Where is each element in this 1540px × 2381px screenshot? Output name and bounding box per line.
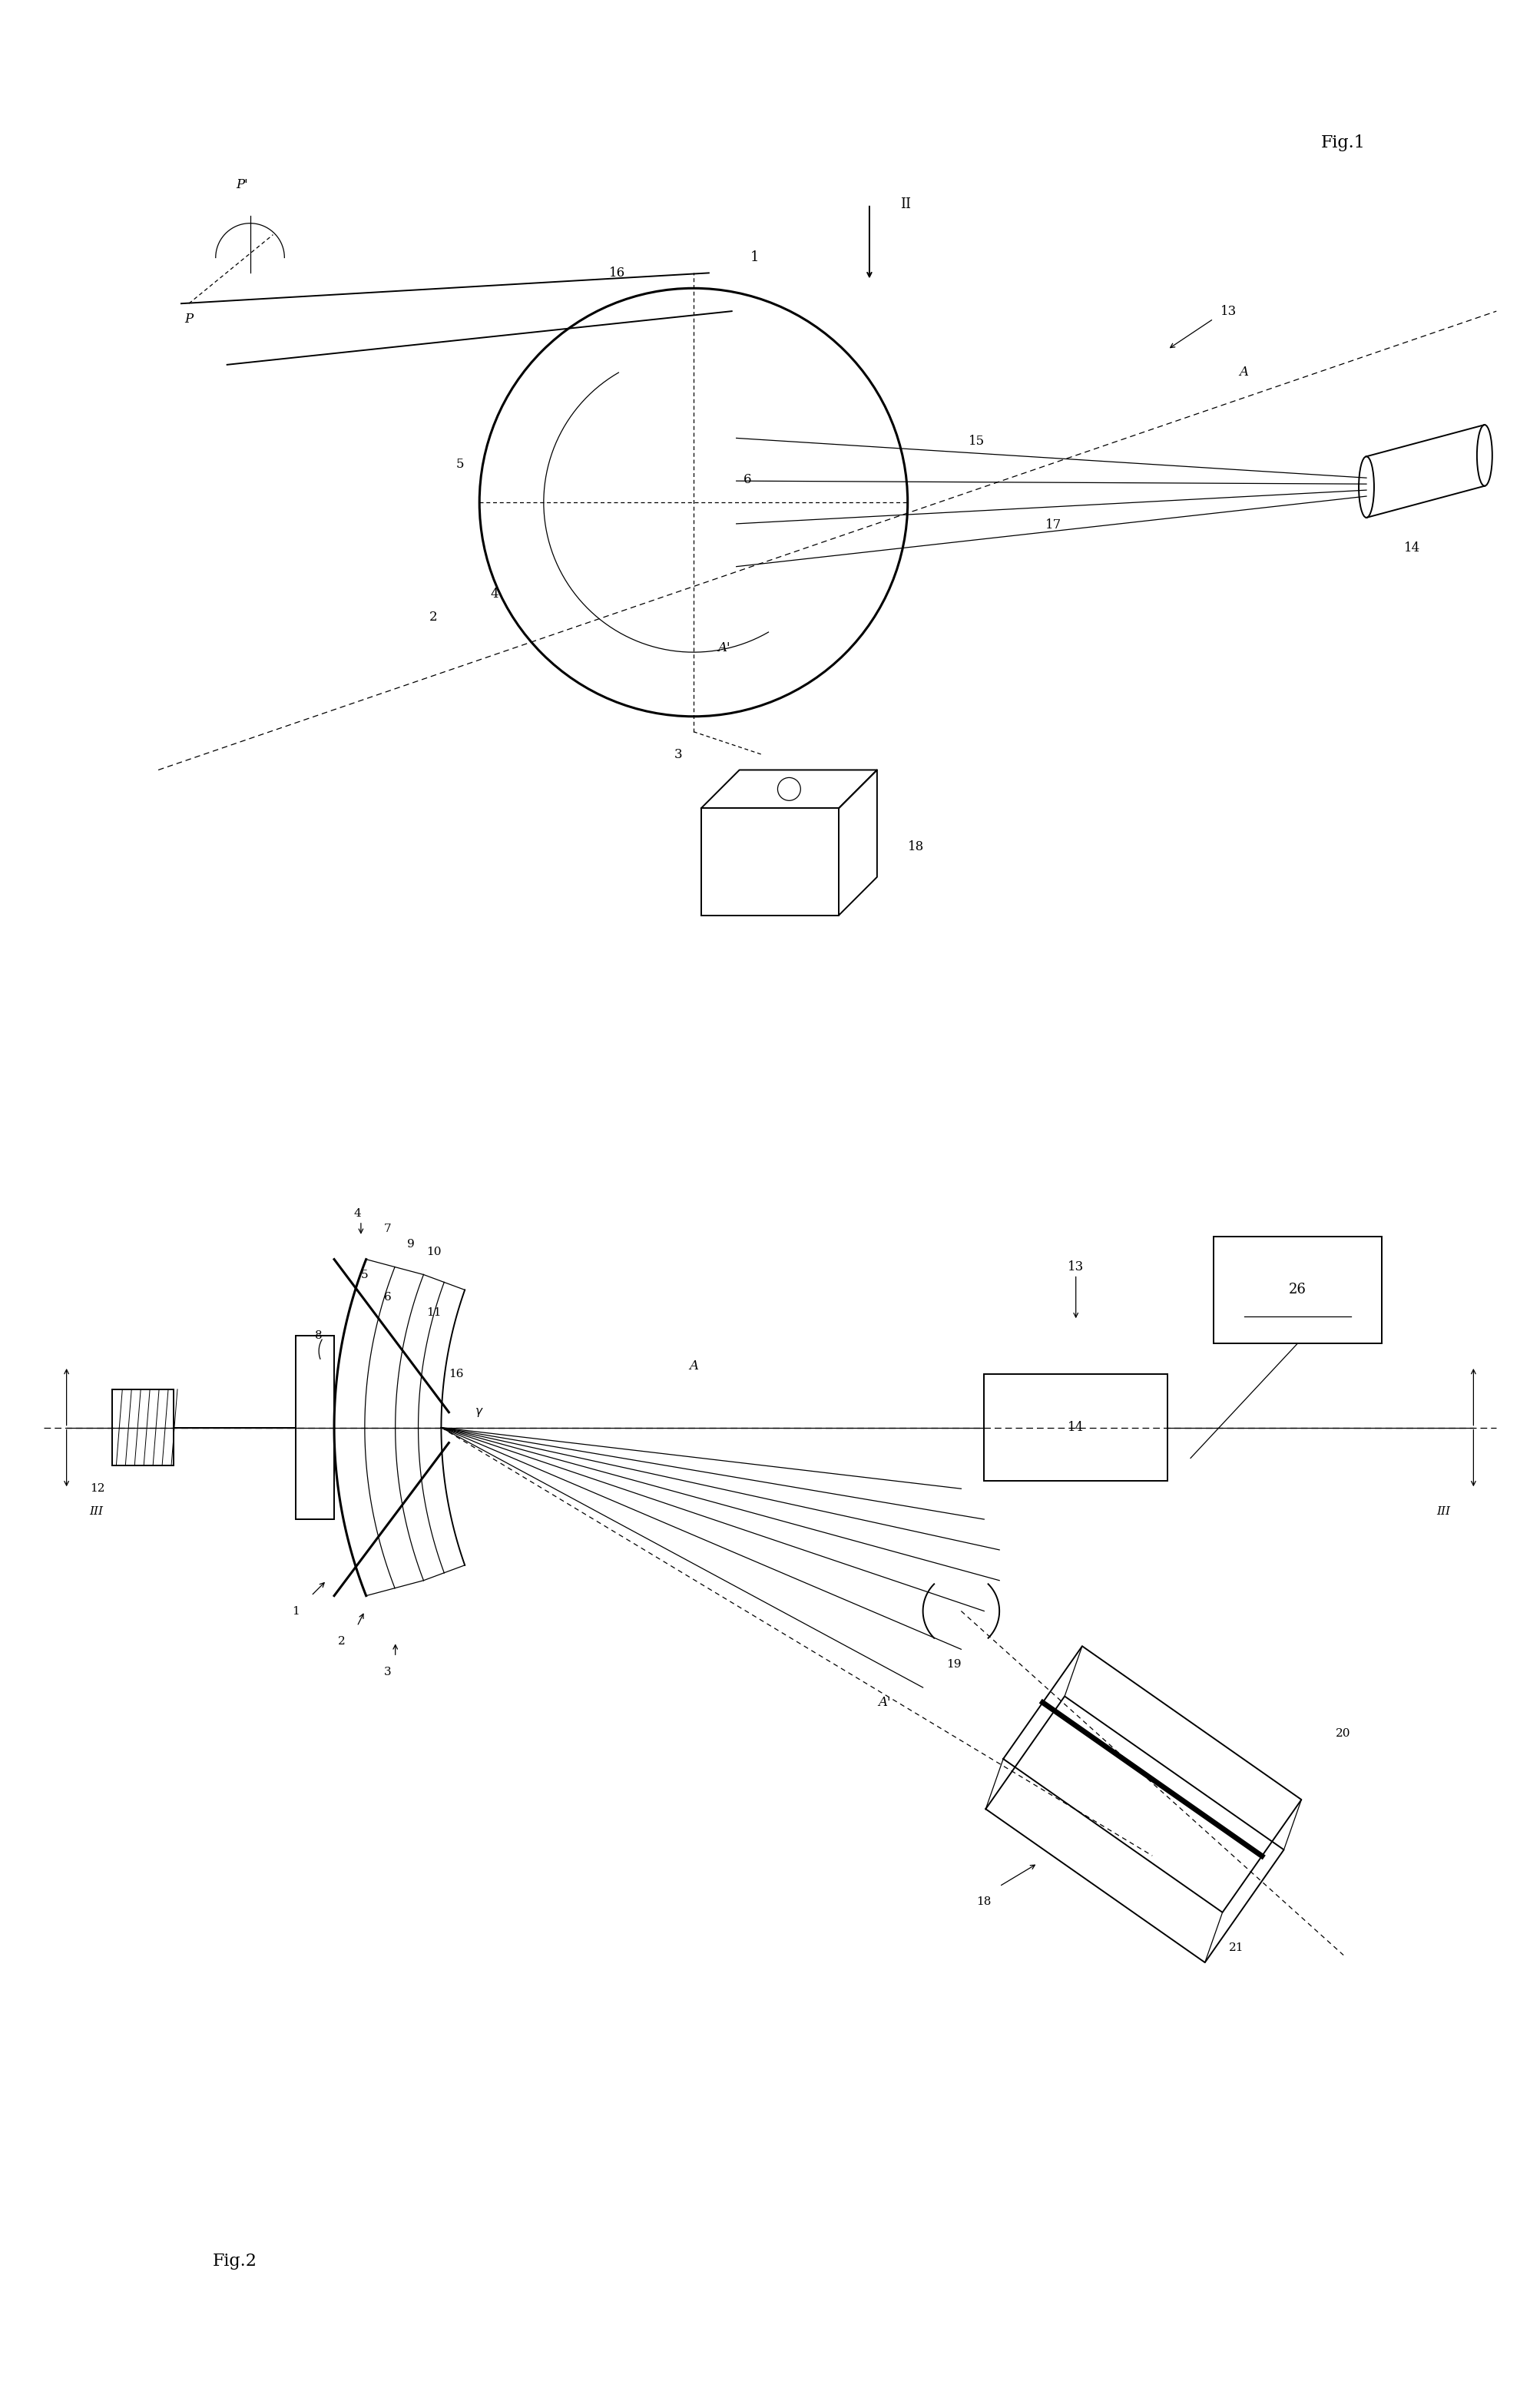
Text: 16: 16 [450, 1369, 464, 1379]
Text: 18: 18 [976, 1895, 992, 1907]
Text: 14: 14 [1067, 1421, 1084, 1433]
Text: 4: 4 [491, 588, 499, 600]
Text: 19: 19 [946, 1660, 961, 1669]
Text: 12: 12 [89, 1483, 105, 1495]
Text: 11: 11 [427, 1307, 440, 1319]
Text: 5: 5 [456, 457, 464, 471]
Text: 1: 1 [293, 1605, 300, 1617]
Text: 2: 2 [430, 610, 437, 624]
Text: 20: 20 [1337, 1729, 1351, 1738]
Text: 1: 1 [750, 250, 759, 264]
Text: 8: 8 [316, 1331, 322, 1341]
Text: III: III [1437, 1507, 1451, 1517]
Text: 14: 14 [1404, 543, 1420, 555]
Text: 26: 26 [1289, 1283, 1306, 1298]
Text: 18: 18 [907, 840, 924, 852]
Text: A': A' [718, 640, 730, 655]
Text: 13: 13 [1221, 305, 1237, 317]
Text: 16: 16 [608, 267, 625, 279]
Bar [112, 1388, 174, 1467]
Text: 5: 5 [360, 1269, 368, 1281]
Text: III: III [89, 1507, 103, 1517]
Text: 6: 6 [383, 1293, 391, 1302]
Text: 7: 7 [383, 1224, 391, 1233]
Text: P: P [185, 312, 192, 326]
Bar [296, 1336, 334, 1519]
Text: 6: 6 [742, 474, 752, 486]
Text: P': P' [236, 179, 248, 190]
Text: Fig.1: Fig.1 [1321, 133, 1366, 152]
Text: II: II [899, 198, 910, 212]
Text: 21: 21 [1229, 1943, 1244, 1952]
Text: 13: 13 [1067, 1260, 1084, 1274]
Text: A': A' [878, 1695, 892, 1710]
Bar [1214, 1236, 1381, 1343]
Text: 4: 4 [353, 1207, 360, 1219]
Text: 10: 10 [427, 1245, 440, 1257]
Text: A: A [688, 1360, 698, 1374]
Text: $\gamma$: $\gamma$ [474, 1407, 484, 1419]
Text: 3: 3 [383, 1667, 391, 1679]
Text: Fig.2: Fig.2 [213, 2252, 257, 2269]
Text: A: A [1240, 367, 1249, 379]
Text: 15: 15 [969, 436, 986, 448]
Text: 2: 2 [339, 1636, 345, 1648]
Text: 17: 17 [1046, 519, 1061, 531]
Bar [984, 1374, 1167, 1481]
Text: 9: 9 [407, 1238, 414, 1250]
Text: 3: 3 [675, 748, 682, 762]
